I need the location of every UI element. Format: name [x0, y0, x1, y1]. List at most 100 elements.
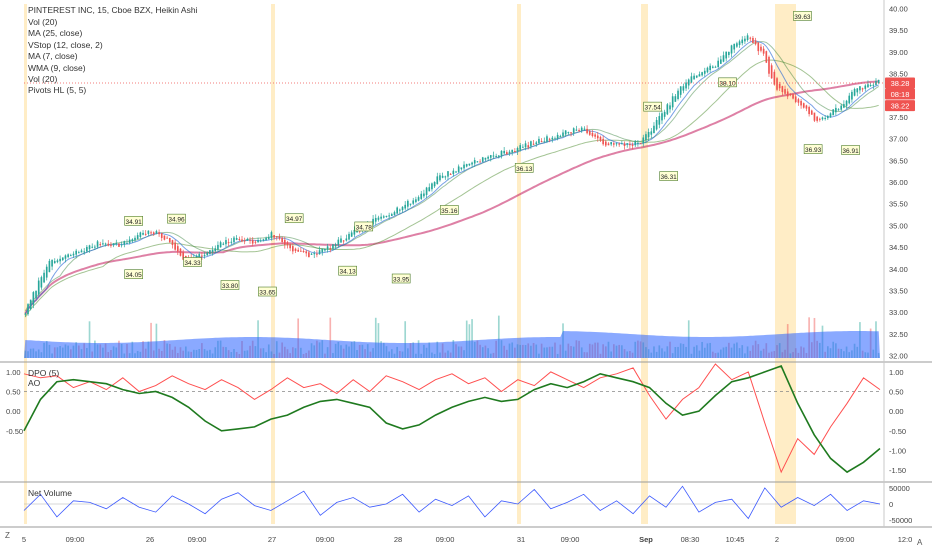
candle-body: [522, 146, 524, 148]
time-tick-label: 08:30: [681, 535, 700, 544]
price-tick-label: 32.50: [889, 330, 908, 339]
ao-label: AO: [28, 378, 41, 388]
osc-tick-left: 1.00: [6, 368, 21, 377]
osc-tick-right: -1.00: [889, 447, 906, 456]
candle-body: [96, 241, 99, 247]
candle-body: [155, 231, 158, 234]
candle-body: [150, 232, 152, 234]
candle-body: [40, 277, 43, 288]
candle-body: [134, 237, 136, 241]
time-tick-label: 5: [22, 535, 26, 544]
candle-body: [163, 235, 166, 240]
time-tick-label: 09:00: [188, 535, 207, 544]
candle-body: [861, 88, 864, 90]
candle-body: [717, 60, 719, 67]
candle-body: [126, 242, 128, 244]
zoom-button[interactable]: Z: [5, 531, 10, 540]
osc-tick-right: -1.50: [889, 466, 906, 475]
candle-body: [661, 113, 663, 121]
price-tick-label: 36.00: [889, 178, 908, 187]
net-volume-tick: 50000: [889, 484, 910, 493]
candle-body: [645, 134, 647, 141]
candle-body: [281, 237, 283, 243]
dpo-label: DPO (5): [28, 368, 60, 378]
candle-body: [61, 257, 64, 261]
pivot-box: [258, 286, 277, 297]
volume-bars: [24, 315, 880, 358]
candle-body: [473, 160, 476, 164]
candle-body: [233, 237, 235, 243]
pivot-label: 35.16: [441, 208, 458, 215]
candle-body: [773, 71, 776, 85]
candle-body: [602, 138, 604, 145]
auto-scale-button[interactable]: A: [917, 538, 923, 547]
candle-body: [679, 86, 682, 95]
price-tick-label: 39.50: [889, 26, 908, 35]
candle-body: [596, 135, 599, 139]
candle-body: [147, 230, 150, 234]
pivot-label: 34.91: [126, 219, 143, 226]
candle-body: [399, 209, 401, 211]
candle-body: [385, 215, 388, 218]
volume-area: [24, 331, 880, 358]
pivot-label: 34.33: [184, 260, 201, 267]
candle-body: [219, 242, 222, 248]
candle-body: [859, 86, 861, 91]
candle-body: [722, 55, 725, 62]
candle-body: [139, 232, 142, 238]
dpo-line: [23, 363, 881, 474]
candle-body: [840, 105, 843, 110]
candle-body: [629, 143, 631, 146]
pivot-box: [183, 257, 202, 267]
legend-item: MA (25, close): [28, 28, 83, 39]
candle-body: [144, 233, 147, 235]
pivot-box: [391, 273, 411, 284]
price-badge-label: 08:18: [891, 90, 910, 99]
candle-body: [634, 141, 637, 146]
candle-body: [94, 246, 96, 248]
pivot-label: 33.95: [393, 277, 410, 284]
candle-body: [37, 280, 40, 295]
candle-body: [209, 250, 211, 255]
candle-body: [225, 240, 227, 245]
candle-body: [174, 242, 176, 250]
time-tick-label: 09:00: [66, 535, 85, 544]
candle-body: [797, 99, 800, 103]
chart-title: PINTEREST INC, 15, Cboe BZX, Heikin Ashi: [28, 5, 198, 15]
candle-body: [104, 243, 107, 245]
candle-body: [29, 299, 32, 310]
candle-body: [864, 85, 867, 89]
candle-body: [342, 240, 345, 242]
candle-body: [837, 109, 840, 111]
candle-body: [251, 239, 254, 244]
candle-body: [781, 86, 784, 93]
candle-body: [733, 43, 736, 50]
legend-item: VStop (12, close, 2): [28, 39, 103, 50]
candle-body: [570, 132, 572, 134]
candle-body: [725, 51, 728, 59]
candle-body: [471, 162, 473, 165]
candle-body: [720, 59, 722, 64]
candle-body: [214, 248, 217, 252]
candle-body: [816, 116, 818, 121]
candle-body: [853, 88, 856, 96]
candle-body: [677, 90, 679, 100]
candle-body: [639, 143, 642, 145]
candle-body: [377, 217, 380, 220]
pivot-box: [803, 144, 823, 154]
candle-body: [267, 237, 270, 239]
pivot-label: 38.10: [719, 80, 736, 87]
candle-body: [465, 164, 468, 167]
candle-body: [650, 131, 653, 135]
time-axis: 5 09:00 26 09:00 27 09:00 28 09:00 31 09:00 Sep 08:…: [22, 535, 912, 544]
pivot-label: 34.97: [286, 216, 303, 223]
volume-bar: [155, 323, 158, 358]
candle-body: [463, 164, 465, 169]
candle-body: [246, 238, 249, 241]
net-volume-tick: 0: [889, 500, 893, 509]
candle-body: [308, 252, 310, 258]
candle-body: [412, 200, 415, 204]
candle-body: [88, 245, 91, 250]
candle-body: [821, 117, 824, 120]
